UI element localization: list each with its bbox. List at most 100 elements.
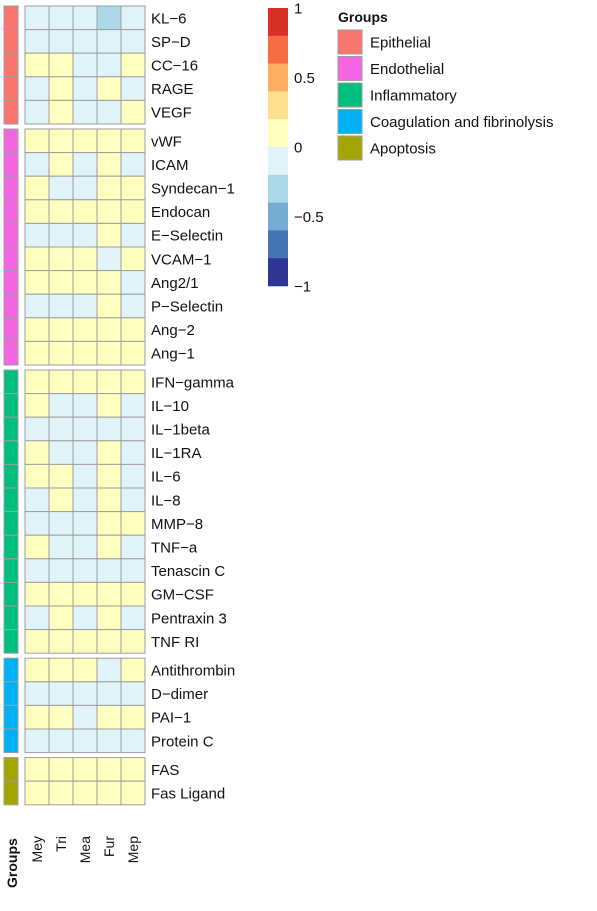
heatmap-cell <box>48 99 74 125</box>
heatmap-cell <box>24 222 50 248</box>
heatmap-cell <box>120 175 146 201</box>
annotation-cell-inflammatory <box>3 511 19 536</box>
row-label-ang-2: Ang−2 <box>151 322 195 339</box>
heatmap-cell <box>24 780 50 806</box>
heatmap-cell <box>72 657 98 683</box>
row-label-p-selectin: P−Selectin <box>151 299 223 316</box>
heatmap-cell <box>120 605 146 631</box>
heatmap-cell <box>48 369 74 395</box>
row-label-mmp-8: MMP−8 <box>151 516 203 533</box>
heatmap-cell <box>24 199 50 224</box>
row-label-il-8: IL−8 <box>151 492 181 509</box>
heatmap-cell <box>120 728 146 754</box>
heatmap-cell <box>96 440 122 465</box>
heatmap-cell <box>96 728 122 754</box>
heatmap-cell <box>120 29 146 54</box>
heatmap-cell <box>24 558 50 583</box>
legend-swatch-epithelial <box>337 29 363 55</box>
heatmap-cell <box>72 463 98 489</box>
row-label-ifn-gamma: IFN−gamma <box>151 374 235 391</box>
heatmap-cell <box>120 416 146 442</box>
heatmap-cell <box>120 681 146 706</box>
heatmap-cell <box>72 511 98 536</box>
heatmap-cell <box>96 293 122 319</box>
heatmap-cell <box>24 487 50 513</box>
heatmap-cell <box>120 704 146 730</box>
heatmap-cell <box>96 534 122 560</box>
annotation-cell-inflammatory <box>3 534 19 560</box>
legend-swatch-endothelial <box>337 56 363 81</box>
heatmap-cell <box>72 152 98 177</box>
heatmap-cell <box>48 511 74 536</box>
heatmap-cell <box>120 463 146 489</box>
heatmap-cell <box>96 152 122 177</box>
heatmap-cell <box>24 728 50 754</box>
heatmap-cell <box>72 369 98 395</box>
colorbar-segment <box>268 258 288 287</box>
heatmap-cell <box>96 657 122 683</box>
heatmap-cell <box>48 463 74 489</box>
colorbar-tick-label: 0 <box>294 140 302 157</box>
heatmap-cell <box>120 5 146 31</box>
annotation-cell-inflammatory <box>3 463 19 489</box>
heatmap-cell <box>48 152 74 177</box>
legend-label-apoptosis: Apoptosis <box>370 141 436 158</box>
heatmap-cell <box>72 416 98 442</box>
heatmap-cell <box>72 728 98 754</box>
heatmap-cell <box>72 629 98 654</box>
column-labels: Mey Tri Mea Fur Mep <box>29 836 141 864</box>
heatmap-cell <box>24 175 50 201</box>
heatmap-cell <box>96 199 122 224</box>
heatmap-cell <box>24 29 50 54</box>
heatmap-cell <box>96 5 122 31</box>
heatmap-cell <box>120 511 146 536</box>
row-label-kl-6: KL−6 <box>151 10 186 27</box>
annotation-cell-endothelial <box>3 222 19 248</box>
heatmap-cell <box>48 780 74 806</box>
annotation-cell-apoptosis <box>3 757 19 782</box>
row-label-fas: FAS <box>151 762 179 779</box>
column-label-tri: Tri <box>53 836 69 852</box>
row-label-vwf: vWF <box>151 133 182 150</box>
heatmap-cell <box>48 416 74 442</box>
colorbar-segment <box>268 174 288 203</box>
annotation-cell-epithelial <box>3 76 19 101</box>
row-label-pentraxin-3: Pentraxin 3 <box>151 610 227 627</box>
colorbar-segment <box>268 147 288 176</box>
heatmap-cell <box>72 534 98 560</box>
row-label-protein-c: Protein C <box>151 733 214 750</box>
legend-swatch-apoptosis <box>337 135 363 161</box>
heatmap-cell <box>48 270 74 295</box>
heatmap-cell <box>96 581 122 607</box>
heatmap-cell <box>48 246 74 272</box>
heatmap-cell <box>24 757 50 782</box>
heatmap-cell <box>96 629 122 654</box>
heatmap-cell <box>96 99 122 125</box>
heatmap-cell <box>120 199 146 224</box>
annotation-cell-endothelial <box>3 340 19 366</box>
row-label-il-10: IL−10 <box>151 398 189 415</box>
heatmap-cell <box>72 780 98 806</box>
column-label-mey: Mey <box>29 836 45 862</box>
colorbar-segment <box>268 35 288 64</box>
heatmap-cell <box>120 246 146 272</box>
heatmap-cell <box>48 440 74 465</box>
colorbar-segment <box>268 230 288 259</box>
annotation-cell-endothelial <box>3 246 19 272</box>
heatmap-cell <box>24 369 50 395</box>
heatmap-cell <box>48 29 74 54</box>
annotation-cell-coagulation-and-fibrinolysis <box>3 728 19 754</box>
row-label-tnf-a: TNF−a <box>151 540 198 557</box>
annotation-cell-endothelial <box>3 317 19 342</box>
heatmap-cell <box>72 317 98 342</box>
heatmap-cell <box>24 581 50 607</box>
heatmap-cell <box>24 270 50 295</box>
heatmap-cell <box>24 704 50 730</box>
heatmap-cell <box>72 757 98 782</box>
heatmap-cell <box>96 605 122 631</box>
column-label-mep: Mep <box>125 836 141 863</box>
heatmap-cell <box>24 52 50 78</box>
annotation-cell-epithelial <box>3 5 19 31</box>
heatmap-cells <box>24 5 146 806</box>
